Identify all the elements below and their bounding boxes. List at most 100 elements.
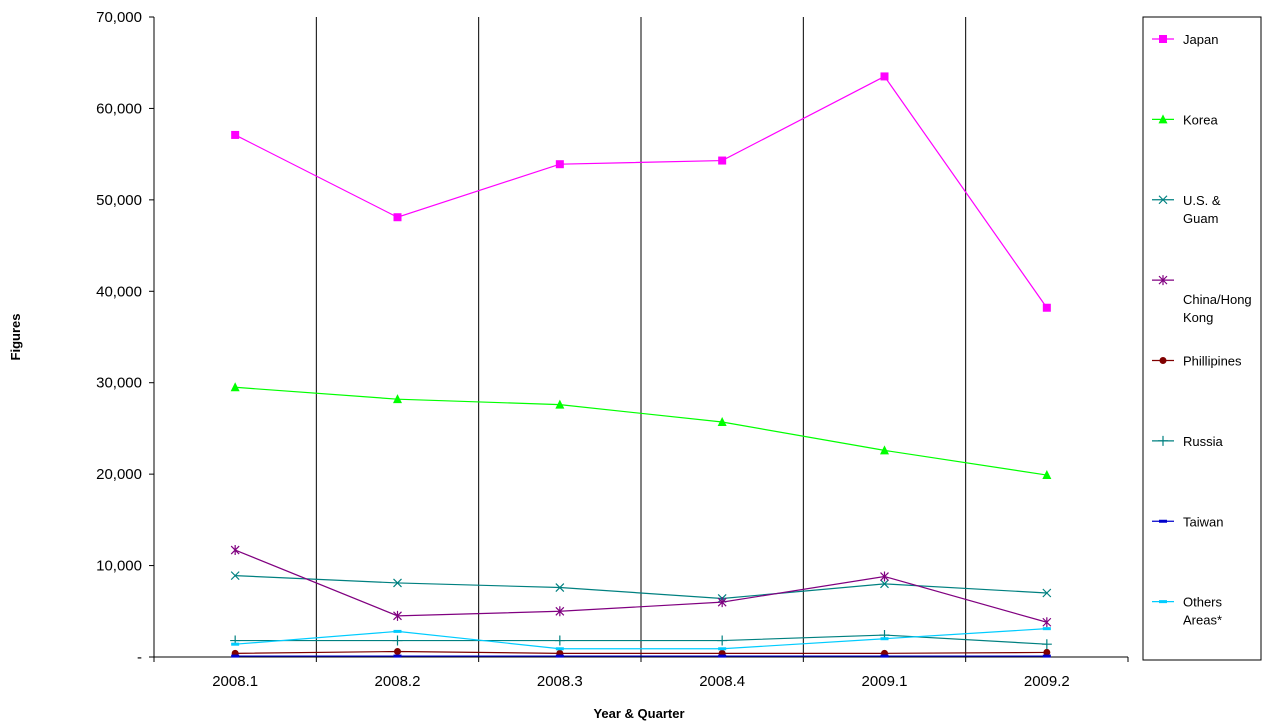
data-point-russia bbox=[392, 635, 403, 646]
legend-swatch-marker bbox=[1158, 435, 1168, 446]
legend-item-u-s-guam: U.S. & Guam bbox=[1152, 193, 1221, 226]
legend-label: Guam bbox=[1183, 211, 1218, 226]
data-point-russia bbox=[717, 635, 728, 646]
legend-label: Areas* bbox=[1183, 613, 1222, 628]
x-axis-title: Year & Quarter bbox=[593, 706, 684, 721]
series-line-others-areas bbox=[235, 628, 1047, 650]
legend-label: U.S. & bbox=[1183, 193, 1221, 208]
legend-label: China/Hong bbox=[1183, 292, 1252, 307]
legend-label: Taiwan bbox=[1183, 514, 1223, 529]
data-point-japan bbox=[1042, 303, 1051, 312]
y-tick-label: - bbox=[137, 649, 142, 666]
data-point-u-s-guam bbox=[880, 579, 889, 589]
y-tick-label: 30,000 bbox=[96, 375, 142, 392]
y-tick-label: 50,000 bbox=[96, 192, 142, 209]
legend-swatch-marker bbox=[1159, 35, 1167, 43]
legend-label: Kong bbox=[1183, 310, 1213, 325]
series-taiwan bbox=[231, 654, 1051, 658]
data-point-u-s-guam bbox=[393, 578, 402, 588]
data-point-others-areas bbox=[555, 647, 564, 651]
data-point-china-hong-kong bbox=[393, 610, 402, 621]
data-point-korea bbox=[393, 394, 402, 404]
data-point-korea bbox=[717, 417, 727, 427]
data-point-japan bbox=[555, 160, 564, 169]
data-point-russia bbox=[554, 635, 565, 646]
data-point-korea bbox=[230, 382, 240, 392]
series-japan bbox=[231, 72, 1051, 312]
y-tick-label: 60,000 bbox=[96, 100, 142, 117]
data-point-china-hong-kong bbox=[1042, 617, 1052, 628]
legend-box bbox=[1142, 16, 1262, 661]
data-point-korea bbox=[1042, 470, 1052, 480]
legend-label: Others bbox=[1183, 595, 1223, 610]
x-tick-label: 2008.4 bbox=[699, 673, 745, 690]
data-point-phillipines bbox=[1043, 648, 1051, 656]
data-point-others-areas bbox=[718, 647, 727, 651]
x-tick-label: 2009.1 bbox=[862, 673, 908, 690]
plot-area: - 10,000 20,000 30,000 40,000 50,000 60,000 70,… bbox=[96, 9, 1129, 690]
x-tick-label: 2008.1 bbox=[212, 673, 258, 690]
data-point-china-hong-kong bbox=[555, 606, 565, 617]
series-korea bbox=[230, 382, 1052, 480]
data-point-others-areas bbox=[231, 642, 240, 646]
series-others-areas bbox=[231, 627, 1051, 651]
y-tick-label: 40,000 bbox=[96, 283, 142, 300]
x-tick-label: 2009.2 bbox=[1024, 673, 1070, 690]
data-point-china-hong-kong bbox=[880, 571, 889, 582]
series-line-china-hong-kong bbox=[234, 549, 1047, 623]
legend-swatch-marker bbox=[1159, 600, 1167, 604]
data-point-taiwan bbox=[393, 654, 402, 658]
legend-swatch-marker bbox=[1158, 114, 1168, 124]
legend-swatch-marker bbox=[1158, 275, 1168, 286]
legend-item-russia: Russia bbox=[1152, 434, 1224, 449]
series-u-s-guam bbox=[230, 571, 1052, 603]
legend-swatch-marker bbox=[1159, 519, 1167, 523]
data-point-japan bbox=[718, 156, 727, 165]
y-tick-label: 10,000 bbox=[96, 558, 142, 575]
legend-label: Korea bbox=[1183, 112, 1218, 127]
data-point-others-areas bbox=[880, 637, 889, 641]
data-point-others-areas bbox=[1042, 627, 1051, 631]
series-line-japan bbox=[234, 75, 1048, 309]
y-axis-title: Figures bbox=[8, 314, 23, 361]
data-point-others-areas bbox=[393, 629, 402, 633]
y-tick-label: 70,000 bbox=[96, 9, 142, 26]
data-point-u-s-guam bbox=[555, 583, 565, 592]
data-point-russia bbox=[1041, 639, 1052, 650]
legend-label: Russia bbox=[1183, 434, 1224, 449]
data-point-japan bbox=[393, 213, 402, 222]
data-point-taiwan bbox=[718, 654, 727, 658]
legend: Japan Korea U.S. & Guam China/Hong Kong Philli… bbox=[1142, 16, 1262, 661]
x-tick-label: 2008.2 bbox=[375, 673, 421, 690]
x-tick-label: 2008.3 bbox=[537, 673, 583, 690]
data-point-phillipines bbox=[394, 648, 401, 656]
data-point-korea bbox=[555, 399, 565, 409]
data-point-japan bbox=[231, 130, 240, 139]
series-line-phillipines bbox=[235, 650, 1047, 654]
data-point-japan bbox=[880, 72, 889, 81]
series-line-u-s-guam bbox=[235, 575, 1047, 600]
legend-swatch-marker bbox=[1159, 357, 1167, 364]
series-line-korea bbox=[235, 386, 1047, 476]
legend-label: Japan bbox=[1183, 32, 1218, 47]
legend-item-korea: Korea bbox=[1152, 112, 1218, 127]
data-point-china-hong-kong bbox=[717, 597, 727, 608]
data-point-china-hong-kong bbox=[230, 545, 240, 556]
data-point-taiwan bbox=[1042, 654, 1051, 658]
legend-label: Phillipines bbox=[1183, 354, 1242, 369]
data-point-u-s-guam bbox=[230, 571, 240, 581]
legend-item-phillipines: Phillipines bbox=[1152, 354, 1242, 369]
series-china-hong-kong bbox=[230, 545, 1052, 628]
data-point-korea bbox=[880, 445, 889, 455]
data-point-taiwan bbox=[231, 654, 240, 658]
legend-swatch-marker bbox=[1158, 195, 1168, 205]
data-point-u-s-guam bbox=[1042, 588, 1052, 598]
data-point-taiwan bbox=[555, 654, 564, 658]
legend-item-others-areas: Others Areas* bbox=[1152, 595, 1223, 628]
data-point-taiwan bbox=[880, 654, 889, 658]
y-tick-label: 20,000 bbox=[96, 466, 142, 483]
legend-item-china-hong-kong: China/Hong Kong bbox=[1152, 275, 1252, 325]
legend-item-taiwan: Taiwan bbox=[1152, 514, 1223, 529]
legend-item-japan: Japan bbox=[1152, 32, 1218, 47]
